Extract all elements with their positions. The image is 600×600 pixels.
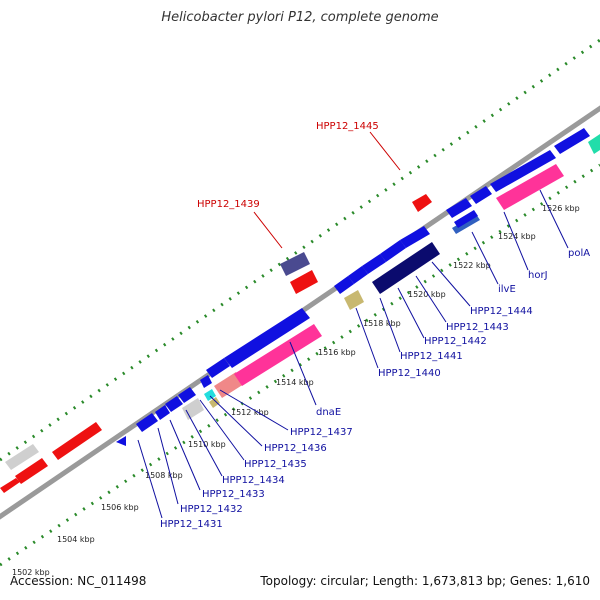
leader-line-red <box>253 211 283 249</box>
outer-features <box>0 128 600 493</box>
kbp-label: 1506 kbp <box>101 503 139 512</box>
gene-grey-2 <box>182 398 204 420</box>
leader-line <box>431 261 471 307</box>
gene-label: HPP12_1436 <box>264 443 327 454</box>
kbp-label: 1504 kbp <box>57 535 95 544</box>
leader-line <box>219 389 289 431</box>
leader-line <box>137 439 163 519</box>
kbp-label: 1514 kbp <box>276 378 314 387</box>
gene-label-red: HPP12_1439 <box>197 199 260 210</box>
leader-line-red <box>369 131 401 171</box>
leader-line <box>199 399 245 461</box>
gene-label: dnaE <box>316 407 341 418</box>
kbp-label: 1508 kbp <box>145 471 183 480</box>
map-title: Helicobacter pylori P12, complete genome <box>161 10 439 25</box>
leader-line <box>415 275 447 323</box>
leader-line <box>503 211 529 271</box>
gene-label: horJ <box>528 270 548 281</box>
leader-line <box>289 341 317 406</box>
outer-tick-row <box>0 38 600 462</box>
gene-blue-5 <box>200 375 212 388</box>
gene-blue-3 <box>165 396 183 412</box>
leader-line <box>209 395 263 447</box>
inner-features <box>116 164 564 446</box>
leader-line <box>169 419 201 491</box>
kbp-label: 1510 kbp <box>188 440 226 449</box>
gene-blue-2 <box>155 405 170 420</box>
gene-blue-left <box>116 436 126 446</box>
gene-blue-9 <box>362 254 386 274</box>
gene-navy-3 <box>454 210 478 228</box>
leader-line <box>539 189 569 249</box>
gene-labels: HPP12_1431 HPP12_1432 HPP12_1433 HPP12_1… <box>160 121 590 530</box>
gene-label: HPP12_1435 <box>244 459 307 470</box>
gene-pink-2 <box>234 324 322 386</box>
gene-teal <box>588 134 600 154</box>
gene-cyan <box>204 389 216 401</box>
gene-blue-13 <box>470 186 492 204</box>
gene-blue-1 <box>136 413 158 432</box>
kbp-labels: 1502 kbp 1504 kbp 1506 kbp 1508 kbp 1510… <box>12 204 580 577</box>
gene-blue-14 <box>490 150 556 192</box>
gene-label: polA <box>568 248 590 259</box>
gene-red-2 <box>15 458 48 484</box>
gene-blue-6 <box>206 358 230 378</box>
accession-label: Accession: NC_011498 <box>10 574 147 588</box>
leader-line <box>379 297 401 353</box>
gene-label: HPP12_1437 <box>290 427 353 438</box>
gene-label: HPP12_1443 <box>446 322 509 333</box>
genome-summary: Topology: circular; Length: 1,673,813 bp… <box>260 574 590 588</box>
kbp-label: 1502 kbp <box>12 568 50 577</box>
gene-label: HPP12_1441 <box>400 351 463 362</box>
leader-line <box>157 427 179 505</box>
gene-navy-1 <box>372 242 440 294</box>
gene-label: HPP12_1440 <box>378 368 441 379</box>
tick-rows <box>0 38 600 567</box>
gene-blue-8 <box>348 266 368 284</box>
gene-purple-1439 <box>280 252 310 276</box>
gene-blue-dnae <box>224 308 310 368</box>
gene-blue-4 <box>178 387 196 403</box>
gene-label: HPP12_1432 <box>180 504 243 515</box>
gene-blue-11 <box>400 226 430 248</box>
gene-label: HPP12_1434 <box>222 475 285 486</box>
kbp-label: 1526 kbp <box>542 204 580 213</box>
leader-lines <box>137 131 569 519</box>
gene-red-1445 <box>412 194 432 212</box>
leader-line <box>471 231 499 285</box>
gene-label-red: HPP12_1445 <box>316 121 379 132</box>
leader-line <box>397 287 425 339</box>
gene-tan-2 <box>344 290 364 310</box>
kbp-label: 1516 kbp <box>318 348 356 357</box>
gene-blue-10 <box>380 240 406 262</box>
gene-label: HPP12_1431 <box>160 519 223 530</box>
kbp-label: 1520 kbp <box>408 290 446 299</box>
gene-red-1439 <box>290 270 318 294</box>
leader-line <box>355 307 379 369</box>
gene-blue-15 <box>554 128 590 154</box>
gene-label: HPP12_1442 <box>424 336 487 347</box>
gene-label: HPP12_1444 <box>470 306 533 317</box>
gene-blue-12 <box>446 198 472 218</box>
kbp-label: 1512 kbp <box>231 408 269 417</box>
gene-red-1 <box>0 478 20 493</box>
kbp-label: 1518 kbp <box>363 319 401 328</box>
gene-label: HPP12_1433 <box>202 489 265 500</box>
kbp-label: 1524 kbp <box>498 232 536 241</box>
gene-grey-1 <box>5 444 39 470</box>
gene-red-3 <box>52 422 102 460</box>
gene-pink-3 <box>496 164 564 210</box>
gene-blue-7 <box>334 276 354 294</box>
kbp-label: 1522 kbp <box>453 261 491 270</box>
gene-tan-1 <box>209 397 220 408</box>
gene-label: ilvE <box>498 284 516 295</box>
gene-pink-1 <box>214 372 244 398</box>
leader-line <box>185 409 223 477</box>
